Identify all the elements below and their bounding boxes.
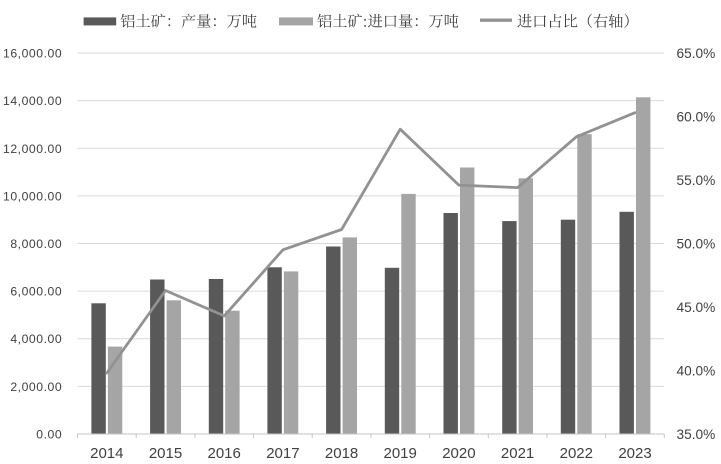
svg-text:45.0%: 45.0% — [677, 300, 716, 315]
svg-text:60.0%: 60.0% — [677, 109, 716, 124]
svg-text:2022: 2022 — [560, 445, 593, 462]
svg-text:2015: 2015 — [149, 445, 182, 462]
svg-text:50.0%: 50.0% — [677, 236, 716, 251]
svg-text:10,000.00: 10,000.00 — [3, 189, 62, 203]
svg-text:16,000.00: 16,000.00 — [3, 47, 62, 61]
svg-text:2014: 2014 — [90, 445, 123, 462]
svg-text:2017: 2017 — [266, 445, 299, 462]
svg-text:55.0%: 55.0% — [677, 173, 716, 188]
svg-text:2019: 2019 — [384, 445, 417, 462]
svg-text:40.0%: 40.0% — [677, 363, 716, 378]
svg-text:2018: 2018 — [325, 445, 358, 462]
svg-text:35.0%: 35.0% — [677, 427, 716, 442]
svg-text:65.0%: 65.0% — [677, 46, 716, 61]
svg-text:6,000.00: 6,000.00 — [10, 285, 62, 299]
svg-text:0.00: 0.00 — [36, 428, 62, 442]
svg-text:2020: 2020 — [442, 445, 475, 462]
svg-text:2023: 2023 — [618, 445, 651, 462]
svg-text:2016: 2016 — [208, 445, 241, 462]
svg-text:2,000.00: 2,000.00 — [10, 380, 62, 394]
svg-text:14,000.00: 14,000.00 — [3, 94, 62, 108]
svg-text:2021: 2021 — [501, 445, 534, 462]
svg-text:12,000.00: 12,000.00 — [3, 142, 62, 156]
svg-text:8,000.00: 8,000.00 — [10, 237, 62, 251]
svg-text:4,000.00: 4,000.00 — [10, 332, 62, 346]
